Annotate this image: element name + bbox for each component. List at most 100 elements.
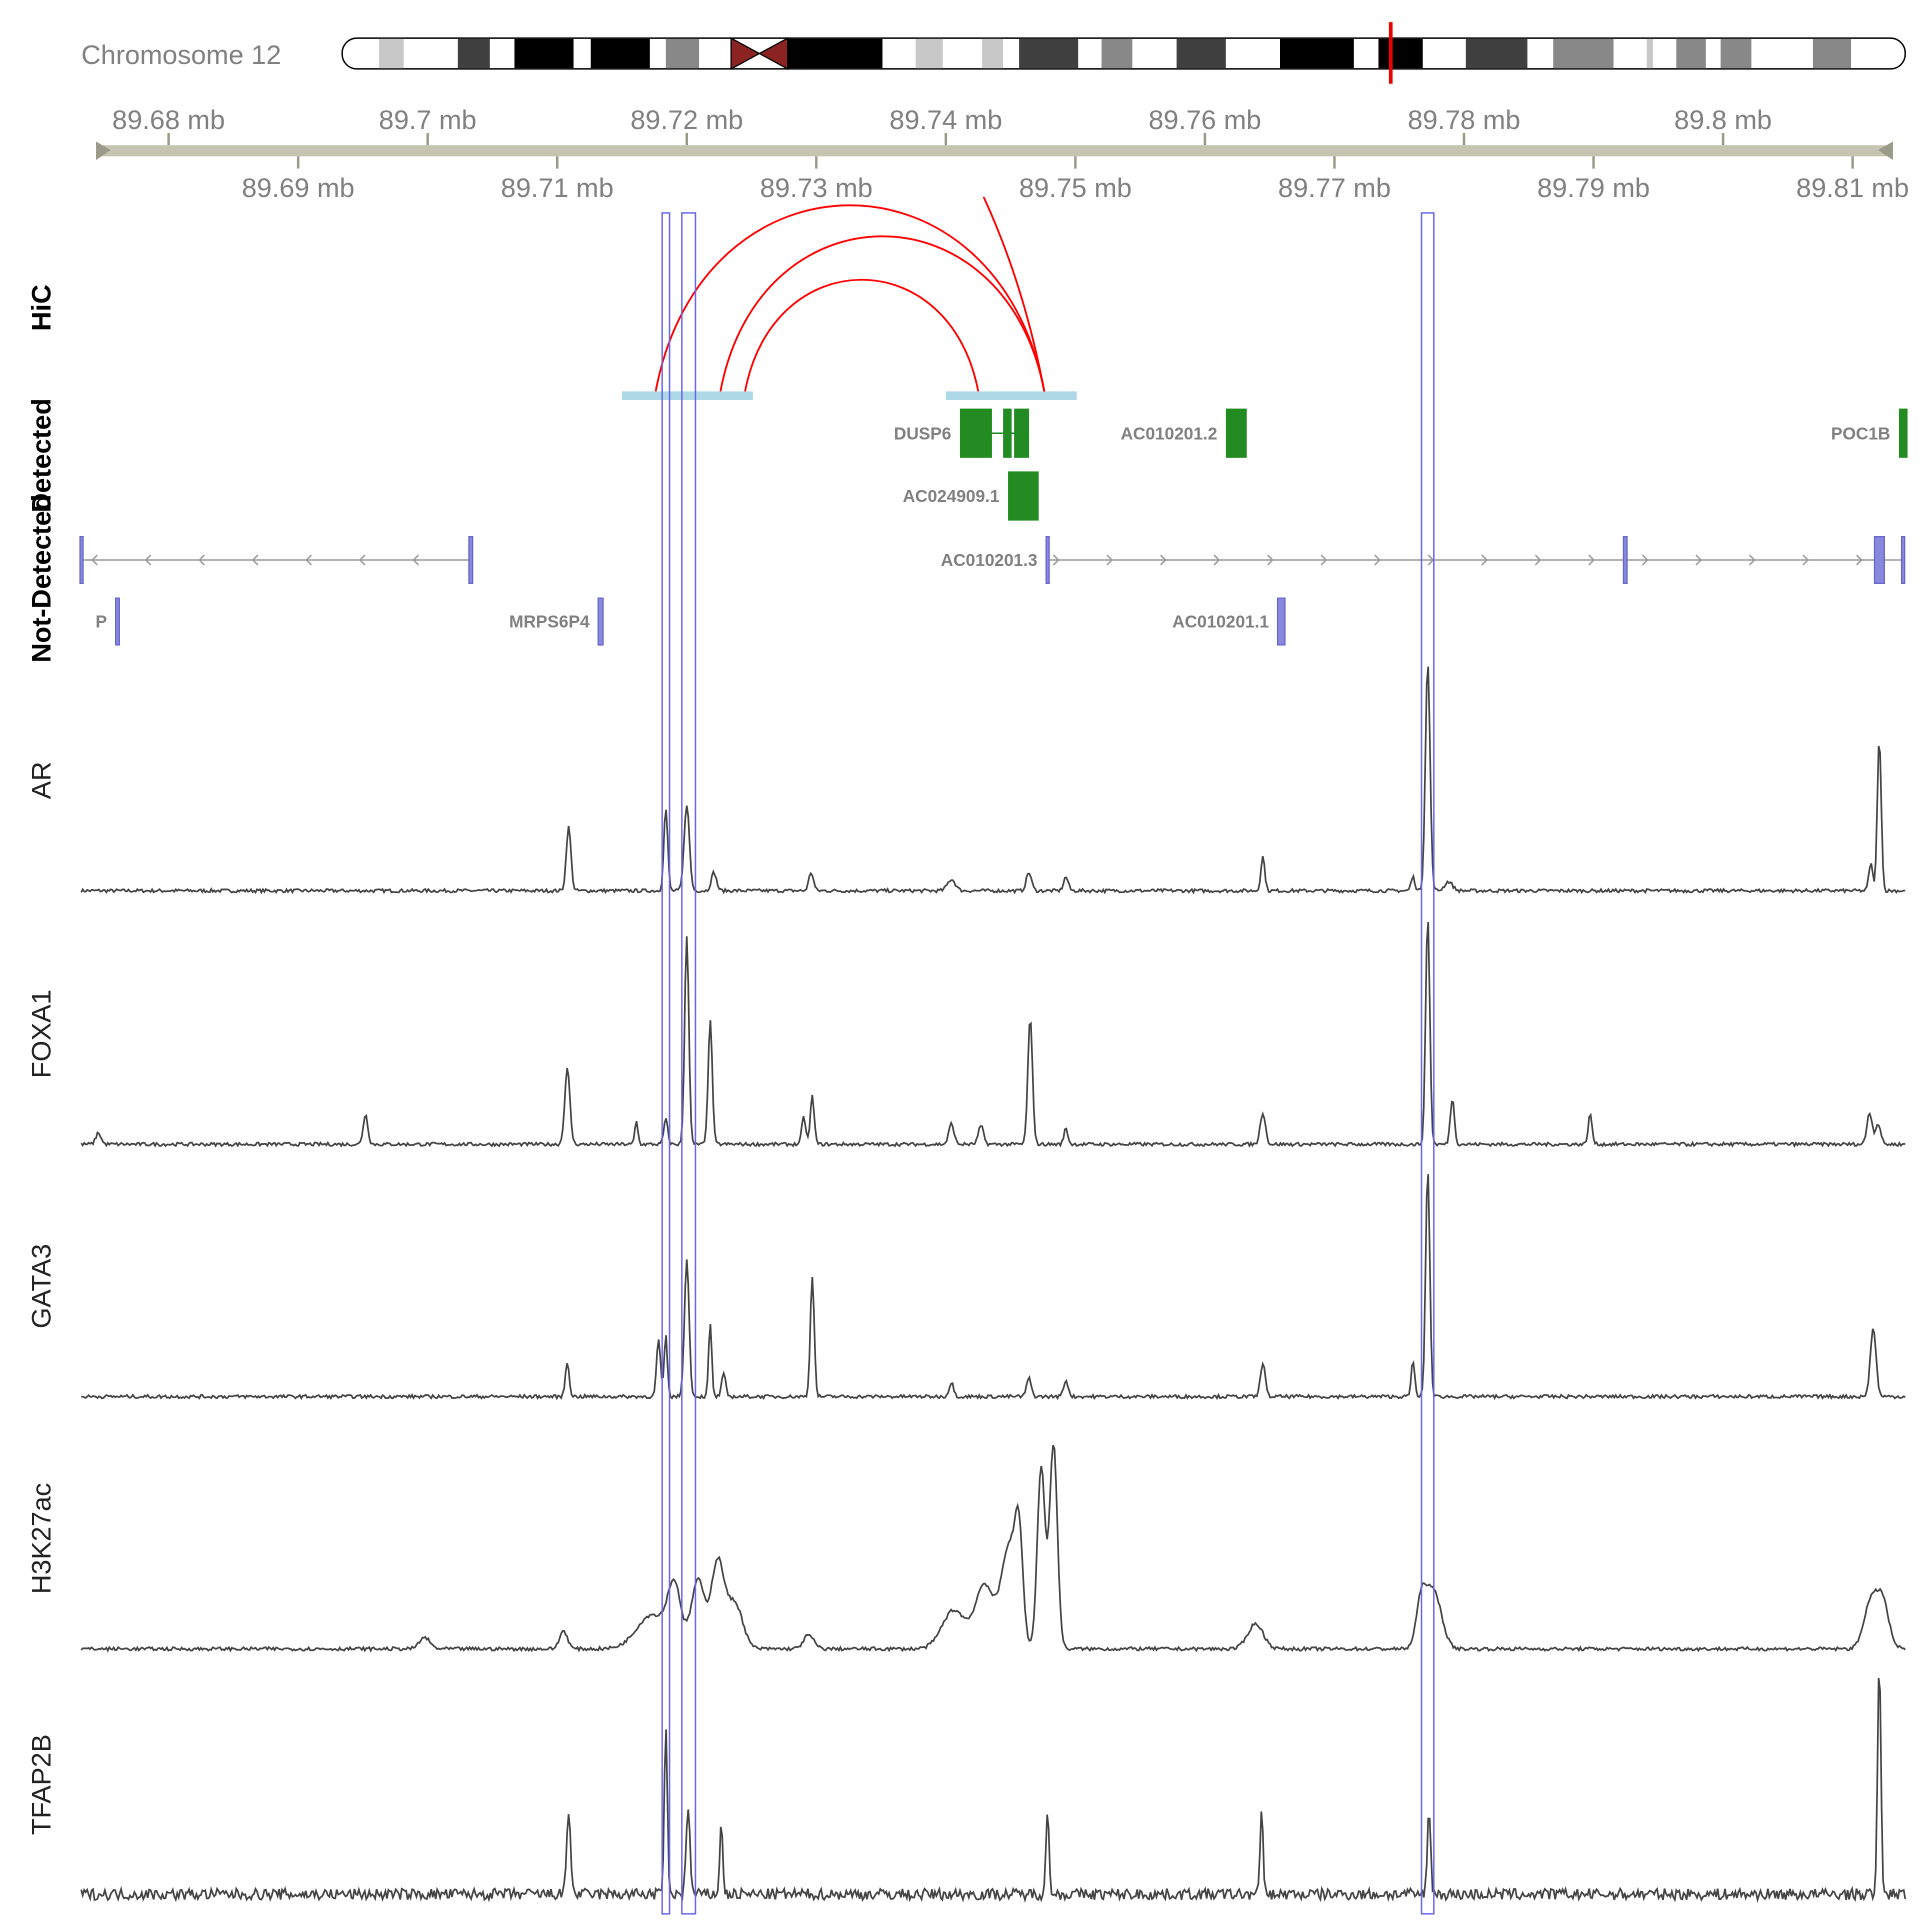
- gene-label: DUSP6: [894, 423, 951, 443]
- exon: [1045, 536, 1050, 584]
- band: [1646, 38, 1653, 69]
- tick-label: 89.71 mb: [501, 172, 614, 203]
- strand-arrow: [1534, 554, 1542, 566]
- band: [1720, 38, 1752, 69]
- gene-label: P: [96, 612, 108, 632]
- centromere: [758, 37, 789, 70]
- strand-arrow: [144, 554, 152, 566]
- strand-arrow: [1160, 554, 1167, 566]
- tick-label: 89.78 mb: [1408, 104, 1521, 135]
- track-title: TFAP2B: [25, 1734, 56, 1835]
- strand-arrow: [251, 554, 259, 566]
- exon: [959, 408, 992, 458]
- strand-arrow: [1213, 554, 1221, 566]
- track-title: H3K27ac: [25, 1483, 56, 1594]
- centromere: [730, 37, 761, 70]
- gene-label: AC010201.1: [1172, 612, 1269, 632]
- exon: [1276, 597, 1286, 646]
- ideogram-label: Chromosome 12: [81, 39, 281, 70]
- exon: [79, 536, 84, 584]
- gene-label: AC024909.1: [903, 486, 1000, 506]
- band: [1378, 38, 1423, 69]
- tick-label: 89.77 mb: [1278, 172, 1391, 203]
- strand-arrow: [305, 554, 312, 566]
- axis-arrow: [1878, 141, 1893, 160]
- gene-label: AC010201.2: [1121, 423, 1218, 443]
- tick-label: 89.76 mb: [1149, 104, 1262, 135]
- tick-label: 89.81 mb: [1796, 172, 1909, 203]
- gene-label: AC010201.3: [941, 550, 1038, 570]
- axis-arrow: [96, 141, 111, 160]
- band: [590, 38, 650, 69]
- exon: [1003, 408, 1012, 458]
- band: [1812, 38, 1852, 69]
- track-title: GATA3: [25, 1244, 56, 1329]
- strand-arrow: [198, 554, 205, 566]
- strand-arrow: [1481, 554, 1488, 566]
- exon: [1014, 408, 1030, 458]
- band: [1465, 38, 1528, 69]
- signal-trace: [80, 666, 1906, 895]
- strand-arrow: [358, 554, 366, 566]
- ideogram: Chromosome 12: [81, 22, 1906, 84]
- tick-label: 89.8 mb: [1674, 104, 1772, 135]
- signal-trace: [80, 922, 1906, 1148]
- strand-arrow: [1267, 554, 1274, 566]
- band: [665, 38, 700, 69]
- tick-label: 89.79 mb: [1537, 172, 1650, 203]
- exon: [1898, 408, 1908, 458]
- band: [379, 38, 404, 69]
- hic-anchor: [945, 391, 1077, 400]
- exon: [1225, 408, 1247, 458]
- tick-label: 89.68 mb: [112, 104, 225, 135]
- exon: [1873, 536, 1885, 584]
- strand-arrow: [1802, 554, 1809, 566]
- genome-axis: 89.68 mb 89.7 mb 89.72 mb 89.74 mb 89.76 mb 8…: [96, 104, 1909, 203]
- tick-label: 89.69 mb: [242, 172, 355, 203]
- exon: [1900, 536, 1906, 584]
- highlight-box: [1420, 212, 1435, 1915]
- highlight-box: [661, 212, 671, 1915]
- highlight-box: [681, 212, 697, 1915]
- exon: [1622, 536, 1628, 584]
- strand-arrow: [1588, 554, 1595, 566]
- hic-arc: [654, 204, 1046, 392]
- signal-trace: [80, 1677, 1907, 1903]
- tick-label: 89.72 mb: [630, 104, 743, 135]
- axis-bar: [96, 145, 1888, 157]
- hic-anchor: [622, 391, 753, 400]
- track-title: FOXA1: [25, 989, 56, 1078]
- band: [457, 38, 490, 69]
- band: [1101, 38, 1133, 69]
- band: [1280, 38, 1354, 69]
- exon: [468, 536, 474, 584]
- band: [1553, 38, 1614, 69]
- exon: [1008, 471, 1039, 521]
- band: [1176, 38, 1226, 69]
- exon: [597, 597, 604, 646]
- strand-arrow: [1052, 554, 1060, 566]
- tick-label: 89.75 mb: [1019, 172, 1132, 203]
- hic-arc: [719, 235, 1046, 392]
- strand-arrow: [1695, 554, 1702, 566]
- exon: [115, 597, 121, 646]
- band: [982, 38, 1004, 69]
- strand-arrow: [91, 554, 98, 566]
- tick-label: 89.74 mb: [889, 104, 1002, 135]
- strand-arrow: [1748, 554, 1756, 566]
- strand-arrow: [1856, 554, 1863, 566]
- strand-arrow: [1106, 554, 1114, 566]
- band: [1019, 38, 1079, 69]
- band: [514, 38, 574, 69]
- band: [787, 38, 883, 69]
- signal-trace: [80, 1444, 1906, 1653]
- tick-label: 89.7 mb: [379, 104, 477, 135]
- signal-trace: [81, 1174, 1906, 1401]
- band: [915, 38, 943, 69]
- band: [1676, 38, 1706, 69]
- gene-label: POC1B: [1831, 423, 1890, 443]
- track-title: Detected: [25, 398, 56, 512]
